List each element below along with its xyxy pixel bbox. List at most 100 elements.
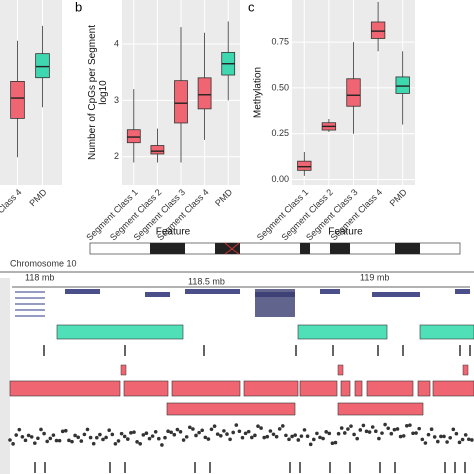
dot xyxy=(129,431,133,435)
dot xyxy=(228,437,232,442)
dot xyxy=(76,435,80,440)
dot xyxy=(346,427,350,431)
dot xyxy=(73,433,77,438)
gene xyxy=(185,289,240,294)
centromere xyxy=(224,242,240,255)
dot xyxy=(51,433,56,437)
dot xyxy=(212,424,217,429)
dot xyxy=(352,432,356,437)
region xyxy=(299,380,338,397)
dot xyxy=(166,429,170,434)
dot xyxy=(327,431,332,436)
dot xyxy=(284,433,288,438)
dot xyxy=(451,427,456,432)
dot xyxy=(324,430,329,434)
dot xyxy=(64,428,68,433)
x-tick-label: Segment Class 4 xyxy=(0,187,24,243)
dot xyxy=(172,432,177,437)
region xyxy=(56,324,184,340)
region xyxy=(243,380,299,397)
panel-label: b xyxy=(75,0,82,14)
dot xyxy=(95,435,99,440)
dot xyxy=(234,423,239,427)
dot xyxy=(88,435,93,440)
dot xyxy=(274,434,279,439)
region xyxy=(417,380,431,397)
dot xyxy=(175,427,180,432)
plot-background xyxy=(0,0,62,185)
dot xyxy=(287,437,291,442)
band xyxy=(395,243,420,254)
region xyxy=(366,380,414,397)
dot xyxy=(277,427,282,431)
region xyxy=(432,380,474,397)
band xyxy=(330,243,350,254)
dot xyxy=(259,426,263,430)
dot xyxy=(231,430,235,435)
dot xyxy=(442,434,446,439)
y-axis-label: Number of CpGs per Segmentlog10 xyxy=(87,25,109,160)
gene xyxy=(372,292,420,297)
dot xyxy=(116,439,121,443)
panel-label: c xyxy=(248,0,255,14)
y-tick-label: 2 xyxy=(114,151,119,161)
dot xyxy=(333,440,338,445)
dot xyxy=(240,435,245,440)
dot xyxy=(181,438,186,442)
dot xyxy=(339,426,344,430)
dot xyxy=(432,435,437,439)
dot xyxy=(429,427,434,432)
dot xyxy=(383,422,387,427)
dot xyxy=(110,432,115,437)
dot xyxy=(246,429,251,434)
band xyxy=(215,243,240,254)
dot xyxy=(454,431,459,436)
dot xyxy=(253,433,257,438)
dot xyxy=(299,434,304,438)
dot xyxy=(355,436,360,441)
region xyxy=(337,364,344,376)
box xyxy=(35,53,50,79)
dot xyxy=(45,439,49,444)
dot xyxy=(160,443,164,447)
dot xyxy=(315,431,319,436)
x-tick-label: PMD xyxy=(213,187,235,209)
dot xyxy=(262,435,267,440)
dot xyxy=(411,431,415,436)
dot xyxy=(203,435,208,440)
ruler-label: 118 mb xyxy=(25,272,54,282)
dot xyxy=(392,427,397,432)
ruler-label: 118.5 mb xyxy=(188,276,225,286)
dot xyxy=(467,437,471,442)
dot xyxy=(36,436,40,441)
dot xyxy=(336,431,341,436)
dot xyxy=(113,442,118,446)
dot xyxy=(48,436,53,441)
genome-browser: Chromosome 10 118 mb 119 mb 118.5 mb xyxy=(0,242,474,474)
chromosome-label: Chromosome 10 xyxy=(10,258,77,268)
dot xyxy=(417,426,422,431)
band xyxy=(150,243,185,254)
box xyxy=(10,81,25,119)
x-tick-label: PMD xyxy=(388,187,410,209)
dot xyxy=(367,430,372,434)
gene xyxy=(145,292,170,297)
dot xyxy=(60,429,65,434)
x-axis-label: Feature xyxy=(156,227,191,238)
y-tick-label: 0.75 xyxy=(271,37,289,47)
dot xyxy=(184,435,189,439)
dot xyxy=(398,434,403,439)
region xyxy=(166,402,296,416)
dot xyxy=(222,429,226,433)
dot xyxy=(380,431,384,435)
dot xyxy=(150,434,155,438)
dot xyxy=(423,441,428,445)
dot xyxy=(188,425,192,430)
ruler-label: 119 mb xyxy=(360,272,389,282)
box xyxy=(370,21,386,39)
dot xyxy=(163,435,167,440)
dot xyxy=(57,438,62,443)
dot xyxy=(271,432,276,437)
